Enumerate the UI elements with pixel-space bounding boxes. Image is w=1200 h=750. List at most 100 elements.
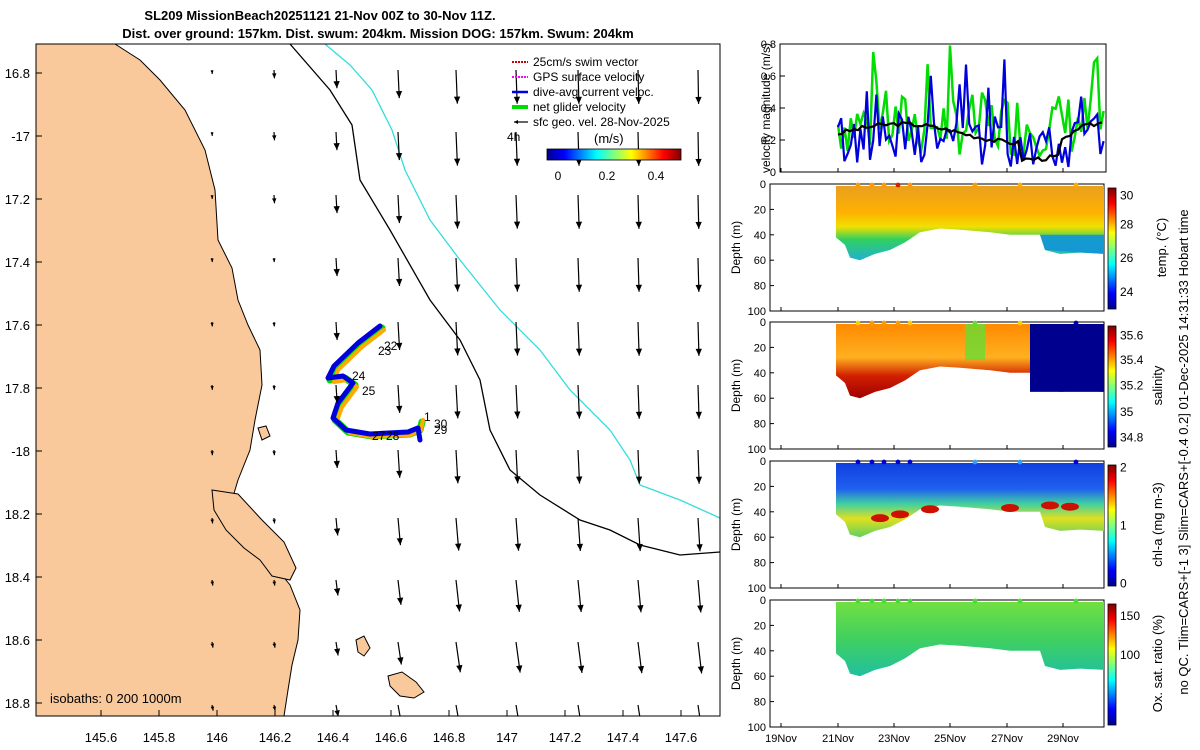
map-ytick-label: 18.8 (5, 696, 30, 711)
section-ylabel: Depth (m) (729, 498, 743, 551)
sfc-velocity-arrow-head (395, 90, 403, 99)
sfc-velocity-arrow-head (454, 476, 461, 484)
sfc-velocity-arrow-head (575, 158, 582, 166)
island-small2 (257, 425, 271, 441)
sfc-velocity-arrow-head (210, 386, 214, 390)
map-ytick-label: 18.4 (5, 570, 30, 585)
isobath-200 (289, 44, 720, 556)
sfc-velocity-arrow-head (635, 221, 642, 229)
sfc-velocity-arrow-head (210, 132, 214, 136)
sfc-velocity-arrow-head (638, 727, 644, 734)
sfc-velocity-arrow-head (455, 604, 462, 612)
sfc-velocity-arrow-head (515, 604, 522, 612)
map-colorbar (546, 148, 682, 161)
section-ytick-label: 80 (754, 281, 766, 293)
legend-arrow-head (514, 120, 518, 124)
surface-sample-dot (881, 598, 887, 604)
sfc-velocity-arrow (637, 704, 641, 716)
map-xtick-label: 147.6 (665, 730, 698, 745)
sfc-velocity-arrow-head (395, 152, 403, 161)
map-xtick-label: 145.6 (85, 730, 118, 745)
sfc-velocity-arrow-head (455, 543, 462, 551)
day-label: 30 (434, 417, 448, 431)
sfc-velocity-arrow-head (513, 284, 521, 292)
land (36, 44, 301, 716)
velocity-ytick-label: 0.6 (761, 71, 776, 83)
sfc-velocity-arrow-head (575, 221, 583, 229)
sfc-velocity-arrow-head (210, 519, 214, 524)
section-ytick-label: 100 (748, 722, 766, 734)
sfc-velocity-arrow-head (695, 221, 702, 229)
surface-sample-dot (869, 598, 875, 604)
sfc-velocity-arrow-head (635, 96, 642, 104)
map-ytick-label: 18.6 (5, 633, 30, 648)
surface-sample-dot (972, 459, 978, 465)
section-ytick-label: 80 (754, 419, 766, 431)
section-ytick-label: 40 (754, 507, 766, 519)
section-ytick-label: 0 (760, 595, 766, 607)
map-xtick-label: 146 (206, 730, 228, 745)
time-xtick-label: 23Nov (878, 733, 910, 745)
map-ytick-label: -17 (11, 129, 30, 144)
surface-sample-dot (1017, 598, 1023, 604)
map-xtick-label: 147.2 (549, 730, 582, 745)
sfc-velocity-arrow-head (272, 706, 277, 711)
sfc-velocity-arrow-head (695, 476, 703, 484)
section-ytick-label: 60 (754, 532, 766, 544)
surface-sample-dot (855, 320, 861, 326)
velocity-panel: 0 0.2 0.4 0.6 0.8 velocity magnitude (m/s) (759, 39, 1107, 179)
surface-sample-dot (869, 459, 875, 465)
sfc-velocity-arrow-head (210, 643, 215, 648)
section-ytick-label: 100 (748, 306, 766, 318)
legend-sfc: sfc geo. vel. 28-Nov-2025 (533, 115, 670, 129)
surface-sample-dot (1073, 320, 1079, 326)
section-oxygen: 0 20 40 60 80 100 Depth (m) 100 150 Ox. sat. rati… (729, 595, 1165, 734)
sfc-velocity-arrow-head (272, 643, 277, 648)
sfc-velocity-arrow-head (514, 411, 521, 419)
sfc-velocity-arrow-head (396, 537, 403, 546)
day-label: 27 (372, 429, 386, 443)
sfc-velocity-arrow-head (637, 665, 645, 674)
map-ytick-label: 17.4 (5, 255, 30, 270)
section-ytick-label: 20 (754, 342, 766, 354)
legend-gps: GPS surface velocity (533, 70, 644, 84)
surface-sample-dot (1073, 182, 1079, 188)
title-line2: Dist. over ground: 157km. Dist. swum: 20… (122, 26, 634, 41)
day-label: 23 (378, 344, 392, 358)
sfc-velocity-arrow-head (334, 648, 341, 656)
sfc-velocity-arrow (397, 704, 401, 716)
sfc-velocity-arrow-head (696, 544, 703, 552)
map-axes: 145.6 145.8 146 146.2 146.4 146.6 146.8 147 147.… (5, 66, 698, 745)
sfc-velocity-arrow-head (210, 195, 214, 199)
surface-sample-dot (972, 598, 978, 604)
sfc-velocity-arrow-head (454, 284, 461, 292)
sfc-velocity-arrow-head (454, 221, 461, 229)
sfc-velocity-arrow-head (210, 706, 215, 711)
sfc-velocity-arrow-head (210, 258, 214, 263)
surface-sample-dot (855, 182, 861, 188)
sfc-velocity-arrow-head (513, 221, 521, 229)
day-label: 25 (362, 384, 376, 398)
day-label: 24 (352, 369, 366, 383)
colorbar-tick-label: 30 (1120, 188, 1134, 202)
surface-sample-dot (1017, 320, 1023, 326)
sfc-velocity-arrow-head (396, 470, 403, 478)
sfc-velocity-arrow-head (637, 605, 644, 613)
sfc-velocity-arrow-head (577, 604, 584, 613)
section-temperature: 0 20 40 60 80 100 Depth (m) 24 26 28 30 temp. (°C) (729, 179, 1169, 318)
section-colorbar (1107, 603, 1117, 726)
sfc-velocity-arrow-head (697, 605, 704, 613)
sfc-velocity-arrow-head (210, 322, 214, 327)
sfc-velocity-arrow-head (635, 284, 642, 292)
sfc-velocity-arrow (577, 704, 581, 716)
sfc-velocity-arrow-head (397, 657, 404, 665)
sfc-velocity-arrow-head (575, 96, 582, 104)
sfc-velocity-arrow-head (333, 460, 340, 468)
sfc-velocity-arrow-head (272, 198, 277, 204)
map-legend: 25cm/s swim vector GPS surface velocity … (507, 55, 682, 183)
section-ytick-label: 20 (754, 620, 766, 632)
time-xtick-label: 29Nov (1047, 733, 1079, 745)
chl-maximum (1061, 502, 1079, 511)
